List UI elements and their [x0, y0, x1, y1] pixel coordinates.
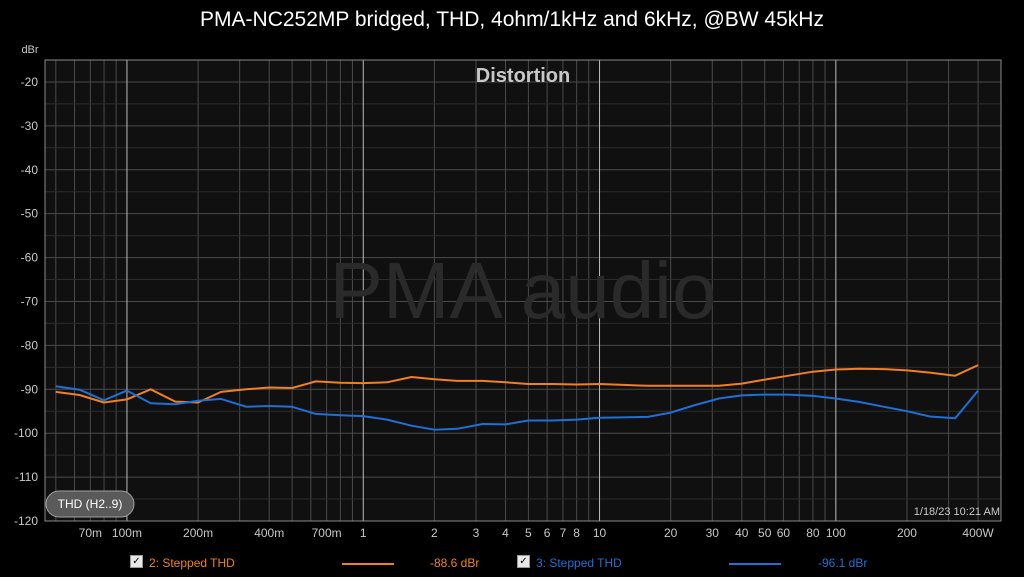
y-tick-label: -80	[21, 338, 39, 352]
x-tick-label: 50	[758, 526, 772, 540]
x-tick-label: 100	[826, 526, 846, 540]
x-tick-label: 1	[360, 526, 367, 540]
x-tick-label: 4	[502, 526, 509, 540]
x-tick-label: 60	[777, 526, 791, 540]
y-tick-label: -100	[14, 426, 38, 440]
x-tick-label: 5	[525, 526, 532, 540]
y-tick-label: -40	[21, 163, 39, 177]
y-tick-label: -60	[21, 251, 39, 265]
y-tick-label: -90	[21, 382, 39, 396]
legend-label-3: 3: Stepped THD	[536, 556, 622, 570]
legend-checkbox-2[interactable]: ✓	[130, 555, 143, 568]
distortion-chart: PMA audio Distortion -20-30-40-50-60-70-…	[14, 44, 1002, 540]
y-tick-label: -30	[21, 119, 39, 133]
x-tick-label: 6	[544, 526, 551, 540]
x-tick-label: 10	[593, 526, 607, 540]
x-tick-label: 30	[706, 526, 720, 540]
data-series	[55, 364, 979, 431]
x-axis: 70m 100m 200m 400m 700m 1 2 3 4 5 6 7 8 10 20 30 40 50 60 8…	[79, 526, 995, 540]
legend-value-2: -88.6 dBr	[430, 556, 480, 570]
legend: ✓ 2: Stepped THD -88.6 dBr ✓ 3: Stepped …	[0, 553, 1024, 577]
series-line-2	[55, 364, 979, 404]
x-tick-label: 2	[431, 526, 438, 540]
x-tick-label: 8	[573, 526, 580, 540]
x-tick-label: 80	[806, 526, 820, 540]
y-tick-label: -70	[21, 294, 39, 308]
x-tick-label: 40	[735, 526, 749, 540]
x-tick-label: 200m	[183, 526, 213, 540]
timestamp: 1/18/23 10:21 AM	[914, 506, 1000, 518]
legend-swatch-2	[342, 563, 394, 565]
x-tick-label: 7	[560, 526, 567, 540]
x-tick-label: 200	[897, 526, 917, 540]
x-tick-label: 700m	[312, 526, 342, 540]
legend-checkbox-3[interactable]: ✓	[517, 555, 530, 568]
thd-button[interactable]	[45, 490, 135, 518]
y-tick-label: -20	[21, 75, 39, 89]
x-tick-label: 3	[473, 526, 480, 540]
chart-window-title: PMA-NC252MP bridged, THD, 4ohm/1kHz and …	[200, 8, 824, 31]
y-axis-unit-label: dBr	[21, 44, 38, 56]
minor-gridlines	[45, 59, 1002, 522]
legend-value-3: -96.1 dBr	[818, 556, 868, 570]
major-gridlines	[44, 59, 1002, 522]
x-tick-label: 400m	[254, 526, 284, 540]
watermark-text: PMA audio	[330, 246, 717, 335]
x-tick-label: 70m	[79, 526, 102, 540]
x-tick-label: 100m	[112, 526, 142, 540]
plot-title: Distortion	[476, 65, 570, 87]
x-tick-label: 400W	[962, 526, 994, 540]
plot-area	[45, 60, 1001, 521]
x-tick-label: 20	[664, 526, 678, 540]
plot-border	[44, 59, 1002, 522]
y-tick-label: -50	[21, 207, 39, 221]
y-tick-label: -110	[15, 470, 38, 484]
y-axis: -20 -30 -40 -50 -60 -70 -80 -90 -100 -110 -120	[14, 75, 38, 528]
y-tick-label: -120	[14, 514, 38, 528]
legend-label-2: 2: Stepped THD	[149, 556, 235, 570]
legend-swatch-3	[729, 563, 781, 565]
series-line-3	[55, 385, 979, 431]
thd-button-label: THD (H2..9)	[58, 497, 123, 511]
